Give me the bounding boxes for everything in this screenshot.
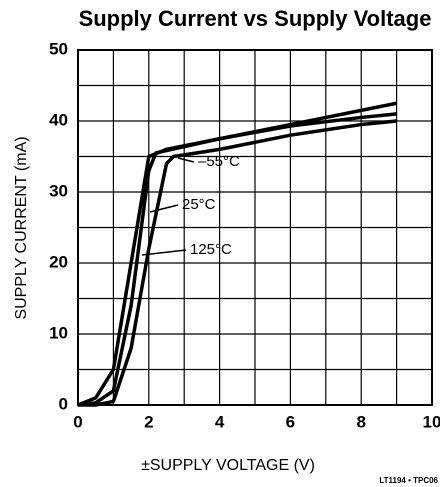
x-tick-label: 8 xyxy=(356,412,365,431)
x-axis-label: ±SUPPLY VOLTAGE (V) xyxy=(141,457,315,474)
y-tick-label: 40 xyxy=(49,110,68,129)
y-tick-label: 10 xyxy=(49,323,68,342)
x-tick-label: 4 xyxy=(215,412,225,431)
x-tick-label: 2 xyxy=(144,412,153,431)
series-line xyxy=(77,112,397,407)
y-tick-label: 0 xyxy=(59,394,68,413)
y-axis-label: SUPPLY CURRENT (mA) xyxy=(13,136,30,319)
label-leader xyxy=(149,204,179,213)
y-tick-label: 30 xyxy=(49,181,68,200)
y-tick-label: 50 xyxy=(49,39,68,58)
x-tick-label: 10 xyxy=(423,412,440,431)
series-label: 125°C xyxy=(190,241,232,258)
x-tick-label: 0 xyxy=(73,412,82,431)
series-label: –55°C xyxy=(198,153,240,170)
series-line xyxy=(78,119,397,407)
chart-title: Supply Current vs Supply Voltage xyxy=(79,6,432,31)
plot-frame xyxy=(77,49,433,406)
footnote: LT1194 • TPC06 xyxy=(379,476,438,485)
x-tick-label: 6 xyxy=(286,412,295,431)
label-leader xyxy=(141,249,187,256)
y-tick-label: 20 xyxy=(49,252,68,271)
label-leader xyxy=(177,157,195,163)
series-label: 25°C xyxy=(182,196,216,213)
